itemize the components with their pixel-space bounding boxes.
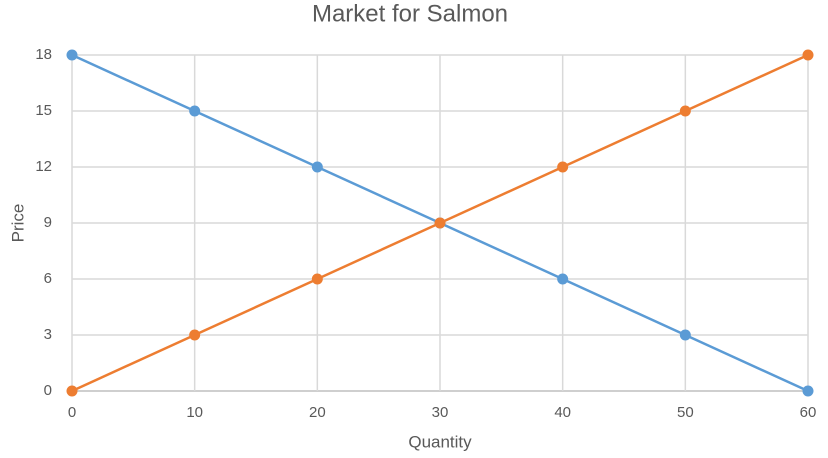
data-point <box>189 105 201 117</box>
data-point <box>557 273 569 285</box>
y-tick-label: 15 <box>35 102 52 119</box>
data-point <box>434 217 446 229</box>
data-point <box>66 49 78 61</box>
x-tick-label: 60 <box>800 404 817 421</box>
x-tick-label: 50 <box>677 404 694 421</box>
y-tick-label: 3 <box>44 326 52 343</box>
x-tick-label: 30 <box>432 404 449 421</box>
y-tick-label: 0 <box>44 382 52 399</box>
data-point <box>66 385 78 397</box>
y-tick-label: 9 <box>44 214 52 231</box>
data-point <box>679 329 691 341</box>
y-tick-label: 6 <box>44 270 52 287</box>
x-tick-label: 20 <box>309 404 326 421</box>
chart-title: Market for Salmon <box>312 0 508 27</box>
x-tick-label: 10 <box>186 404 203 421</box>
data-point <box>311 161 323 173</box>
data-point <box>189 329 201 341</box>
data-point <box>802 385 814 397</box>
data-point <box>679 105 691 117</box>
y-tick-label: 12 <box>35 158 52 175</box>
y-tick-label: 18 <box>35 46 52 63</box>
data-point <box>311 273 323 285</box>
x-tick-label: 40 <box>554 404 571 421</box>
x-axis-title: Quantity <box>408 432 472 451</box>
y-axis-title: Price <box>8 204 27 243</box>
data-point <box>557 161 569 173</box>
x-tick-label: 0 <box>68 404 76 421</box>
data-point <box>802 49 814 61</box>
